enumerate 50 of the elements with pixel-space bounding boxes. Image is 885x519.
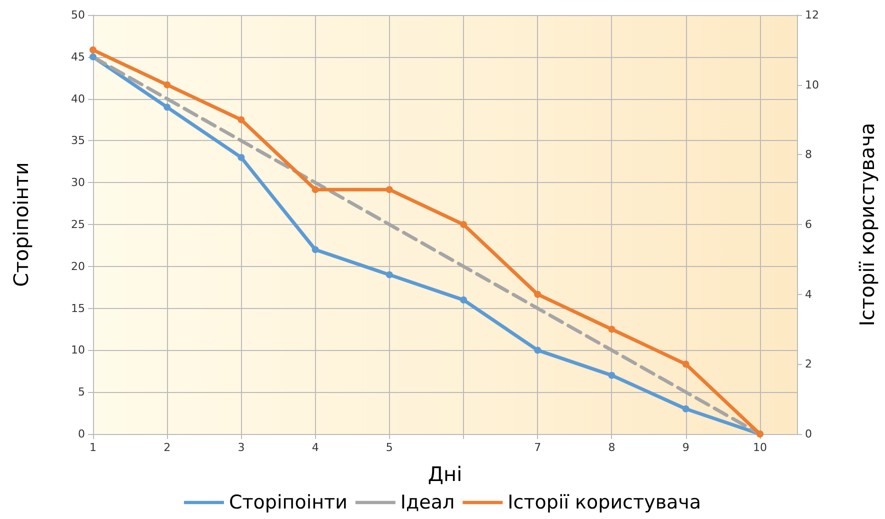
point — [164, 81, 171, 88]
x-tick-label: 1 — [90, 441, 96, 454]
point — [386, 271, 393, 278]
y-tick-label: 5 — [78, 386, 85, 399]
point — [90, 46, 96, 54]
point — [312, 186, 319, 194]
y2-tick-label: 8 — [805, 148, 812, 162]
legend-label: Історії користувача — [508, 492, 702, 514]
y-tick-label: 15 — [71, 302, 85, 315]
y-tick-label: 0 — [78, 428, 85, 440]
x-tick-label: 9 — [682, 441, 690, 454]
point — [534, 346, 542, 354]
y2-axis-title: Історії користувача — [855, 122, 879, 326]
y2-tick-label: 2 — [805, 358, 812, 371]
y-tick-label: 10 — [71, 344, 85, 357]
y2-tick-label: 10 — [805, 78, 819, 92]
point — [460, 296, 468, 304]
y2-tick-label: 12 — [805, 8, 819, 22]
x-axis-title: Дні — [428, 462, 462, 486]
point — [682, 405, 690, 412]
point — [608, 326, 616, 333]
legend-label: Сторіпоінти — [228, 492, 348, 514]
point — [534, 290, 542, 298]
y2-tick-label: 6 — [805, 218, 812, 231]
y-tick-label: 25 — [71, 218, 85, 231]
point — [238, 116, 245, 124]
y-tick-label: 35 — [71, 134, 85, 148]
y-tick-label: 30 — [71, 176, 85, 190]
x-tick-label: 3 — [238, 441, 245, 454]
y-tick-label: 50 — [71, 8, 85, 22]
point — [386, 186, 393, 194]
y-tick-label: 20 — [71, 260, 85, 273]
legend-label: Ідеал — [400, 492, 455, 514]
x-tick-label: 2 — [164, 441, 171, 454]
y2-tick-label: 0 — [805, 428, 812, 440]
y-axis-title: Сторіпоінти — [9, 162, 33, 287]
point — [682, 360, 690, 368]
point — [312, 246, 319, 254]
point — [460, 221, 468, 228]
x-tick-label: 8 — [608, 441, 616, 454]
y-tick-label: 45 — [71, 50, 85, 64]
point — [164, 104, 171, 111]
point — [608, 372, 616, 379]
point — [238, 154, 245, 161]
y-tick-label: 40 — [71, 92, 85, 106]
y2-tick-label: 4 — [805, 288, 812, 301]
x-tick-label: 4 — [312, 441, 319, 454]
x-tick-label: 5 — [386, 441, 393, 454]
x-tick-label: 7 — [534, 441, 542, 454]
x-tick-label: 10 — [752, 441, 767, 454]
